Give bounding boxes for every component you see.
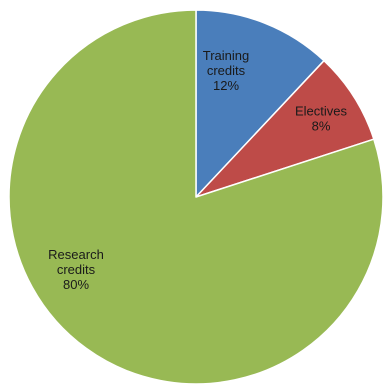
slice-label-line: credits: [207, 63, 246, 78]
slice-label-research-credits: Research credits 80%: [48, 247, 104, 292]
slice-percent: 8%: [312, 119, 331, 134]
pie-slices: [8, 9, 384, 385]
slice-label-electives: Electives 8%: [295, 104, 348, 134]
slice-percent: 12%: [213, 78, 239, 93]
pie-slice-electives: [195, 59, 375, 198]
pie-slice-training-credits: [195, 9, 325, 198]
slice-percent: 80%: [63, 277, 89, 292]
slice-label-line: credits: [57, 262, 96, 277]
slice-labels: Training credits 12%Electives 8%Research cre…: [48, 48, 347, 292]
slice-label-line: Training: [203, 48, 249, 63]
pie-slice-research-credits: [8, 9, 384, 385]
slice-label-line: Electives: [295, 104, 348, 119]
slice-label-line: Research: [48, 247, 104, 262]
slice-label-training-credits: Training credits 12%: [203, 48, 249, 93]
